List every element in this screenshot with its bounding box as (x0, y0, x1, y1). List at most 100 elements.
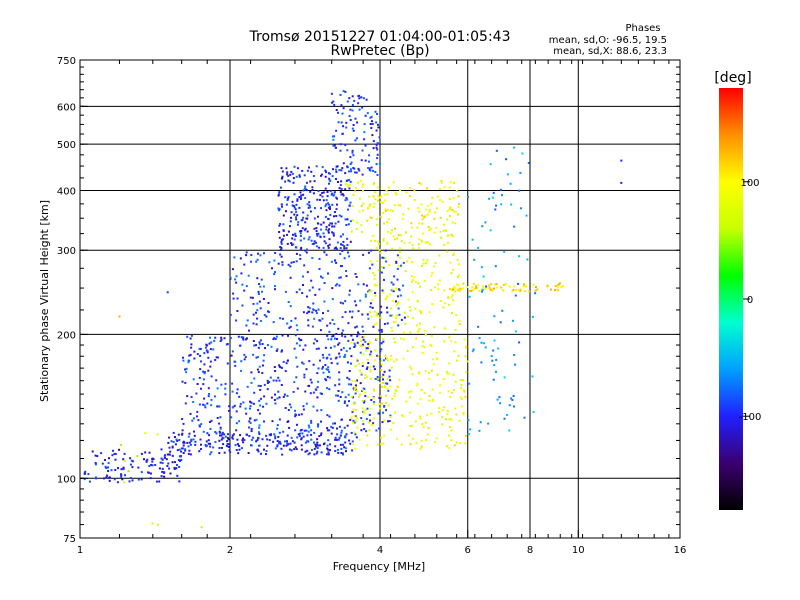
data-point (448, 198, 451, 201)
data-point (426, 413, 428, 416)
data-point (291, 237, 294, 240)
data-point (353, 342, 356, 345)
data-point (250, 401, 253, 404)
data-point (354, 365, 357, 367)
data-point (252, 302, 255, 305)
data-point (274, 252, 277, 254)
data-point (261, 364, 264, 367)
data-point (318, 435, 321, 438)
data-point (219, 340, 222, 342)
data-point (317, 367, 320, 370)
data-point (375, 146, 378, 149)
data-point (270, 396, 273, 399)
data-point (318, 268, 321, 270)
data-point (554, 289, 557, 292)
data-point (478, 429, 481, 432)
data-point (492, 191, 495, 194)
data-point (480, 341, 483, 344)
data-point (515, 288, 518, 291)
data-point (372, 169, 375, 172)
data-point (204, 406, 207, 409)
data-point (129, 457, 132, 460)
data-point (390, 366, 393, 369)
data-point (367, 345, 370, 348)
data-point (196, 383, 199, 385)
data-point (340, 169, 343, 172)
data-point (457, 289, 459, 292)
data-point (368, 160, 370, 163)
data-point (423, 216, 425, 219)
data-point (329, 449, 331, 452)
data-point (436, 195, 439, 198)
data-point (244, 356, 247, 358)
data-point (406, 260, 409, 263)
data-point (278, 191, 281, 194)
data-point (250, 430, 253, 433)
data-point (443, 186, 446, 189)
data-point (400, 234, 403, 237)
data-point (200, 423, 203, 426)
data-point (107, 466, 109, 469)
data-point (352, 124, 355, 126)
data-point (493, 339, 496, 342)
data-point (241, 283, 244, 286)
data-point (301, 432, 304, 435)
data-point (426, 213, 429, 216)
data-point (349, 168, 352, 171)
data-point (369, 305, 372, 308)
data-point (207, 387, 210, 390)
data-point (231, 390, 234, 393)
data-point (122, 458, 125, 461)
data-point (308, 236, 311, 239)
data-point (313, 317, 316, 320)
data-point (220, 338, 223, 341)
data-point (276, 444, 279, 447)
data-point (343, 400, 346, 403)
data-point (346, 218, 349, 221)
data-point (415, 442, 418, 445)
data-point (304, 227, 307, 230)
data-point (366, 112, 369, 115)
data-point (377, 142, 379, 145)
data-point (334, 422, 336, 425)
data-point (395, 288, 398, 291)
data-point (329, 205, 331, 208)
data-point (363, 401, 365, 404)
data-point (362, 330, 365, 333)
data-point (249, 407, 251, 410)
data-point (314, 207, 316, 210)
data-point (477, 246, 480, 249)
data-point (449, 426, 451, 428)
data-point (127, 470, 130, 473)
data-point (223, 451, 226, 454)
data-point (258, 412, 261, 415)
data-point (410, 424, 413, 427)
data-point (110, 469, 113, 472)
data-point (163, 471, 166, 474)
data-point (325, 203, 328, 206)
data-point (333, 144, 336, 147)
data-point (306, 295, 308, 298)
data-point (403, 242, 406, 245)
data-point (508, 429, 511, 432)
data-point (411, 291, 414, 294)
data-point (379, 395, 382, 398)
data-point (332, 194, 335, 197)
data-point (298, 174, 301, 177)
data-point (420, 310, 423, 313)
data-point (234, 360, 237, 363)
data-point (372, 365, 375, 368)
data-point (274, 447, 277, 450)
data-point (371, 263, 374, 266)
data-point (356, 358, 359, 361)
data-point (317, 380, 320, 383)
data-point (250, 381, 253, 384)
data-point (164, 454, 167, 457)
data-point (266, 382, 269, 384)
data-point (394, 192, 397, 195)
data-point (354, 190, 357, 193)
data-point (367, 396, 370, 399)
data-point (307, 424, 310, 427)
data-point (425, 421, 427, 424)
data-point (481, 288, 484, 291)
